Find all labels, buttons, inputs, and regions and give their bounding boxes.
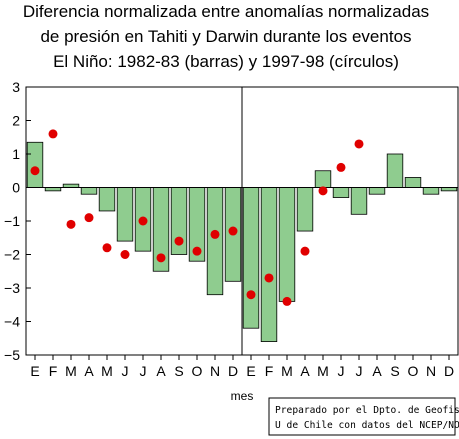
x-tick-label: A bbox=[372, 363, 382, 379]
title-line-3: El Niño: 1982-83 (barras) y 1997-98 (cír… bbox=[53, 52, 399, 71]
points-layer bbox=[30, 129, 364, 306]
point-1997-98-2 bbox=[66, 219, 76, 229]
point-1997-98-14 bbox=[282, 296, 292, 306]
x-tick-label: O bbox=[408, 363, 419, 379]
bar-1982-83-16 bbox=[314, 170, 332, 188]
credit-box-frame bbox=[268, 397, 456, 436]
bar-1982-83-13 bbox=[260, 187, 278, 343]
bar-1982-83-5 bbox=[116, 187, 134, 242]
point-1997-98-12 bbox=[246, 290, 256, 300]
y-tick-label: −1 bbox=[4, 213, 20, 229]
point-1997-98-7 bbox=[156, 253, 166, 263]
title-line-2: de presión en Tahiti y Darwin durante lo… bbox=[40, 27, 411, 46]
bar-1982-83-17 bbox=[332, 187, 350, 198]
x-tick-label: D bbox=[228, 363, 238, 379]
y-tick-label: 1 bbox=[12, 146, 20, 162]
y-axis-ticks: −5 −4 −3 −2 −1 0 1 2 3 bbox=[4, 79, 31, 363]
point-1997-98-15 bbox=[300, 246, 310, 256]
point-1997-98-8 bbox=[174, 236, 184, 246]
point-1997-98-18 bbox=[354, 139, 364, 149]
x-tick-label: O bbox=[192, 363, 203, 379]
point-1997-98-5 bbox=[120, 250, 130, 259]
x-tick-label: M bbox=[65, 363, 77, 379]
point-1997-98-16 bbox=[318, 186, 328, 196]
credit-box: Preparado por el Dpto. de Geofisica, U d… bbox=[268, 397, 459, 436]
credit-line-2: U de Chile con datos del NCEP/NOAA bbox=[275, 420, 459, 431]
x-tick-label: M bbox=[317, 363, 329, 379]
y-tick-label: −2 bbox=[4, 247, 20, 263]
bar-1982-83-23 bbox=[440, 187, 458, 192]
bar-1982-83-2 bbox=[62, 183, 80, 188]
point-1997-98-6 bbox=[138, 216, 148, 226]
y-tick-label: −3 bbox=[4, 280, 20, 296]
y-tick-label: 3 bbox=[12, 79, 20, 95]
bar-1982-83-18 bbox=[350, 187, 368, 215]
bar-1982-83-21 bbox=[404, 177, 422, 188]
point-1997-98-3 bbox=[84, 213, 94, 223]
x-tick-label: F bbox=[265, 363, 274, 379]
y-tick-label: 2 bbox=[12, 113, 20, 129]
point-1997-98-10 bbox=[210, 229, 220, 239]
bar-1982-83-3 bbox=[80, 187, 98, 195]
x-tick-label: J bbox=[338, 363, 345, 379]
x-tick-label: N bbox=[426, 363, 436, 379]
bar-1982-83-0 bbox=[26, 141, 44, 188]
bar-1982-83-20 bbox=[386, 153, 404, 188]
x-tick-label: J bbox=[356, 363, 363, 379]
point-1997-98-13 bbox=[264, 273, 274, 283]
y-tick-label: −4 bbox=[4, 314, 20, 330]
chart-title: Diferencia normalizada entre anomalías n… bbox=[23, 2, 429, 71]
x-tick-label: E bbox=[246, 363, 255, 379]
x-tick-label: S bbox=[390, 363, 399, 379]
point-1997-98-17 bbox=[336, 162, 346, 172]
title-line-1: Diferencia normalizada entre anomalías n… bbox=[23, 2, 429, 21]
bar-1982-83-22 bbox=[422, 187, 440, 195]
bar-1982-83-10 bbox=[206, 187, 224, 296]
point-1997-98-4 bbox=[102, 243, 112, 253]
credit-line-1: Preparado por el Dpto. de Geofisica, bbox=[275, 405, 459, 416]
bar-1982-83-4 bbox=[98, 187, 116, 212]
point-1997-98-11 bbox=[228, 226, 238, 236]
bar-1982-83-19 bbox=[368, 187, 386, 195]
x-tick-label: J bbox=[122, 363, 129, 379]
x-tick-label: D bbox=[444, 363, 454, 379]
y-tick-label: −5 bbox=[4, 347, 20, 363]
x-tick-label: F bbox=[49, 363, 58, 379]
x-axis-label: mes bbox=[231, 389, 254, 403]
x-tick-label: J bbox=[140, 363, 147, 379]
point-1997-98-9 bbox=[192, 246, 202, 256]
x-tick-label: M bbox=[281, 363, 293, 379]
x-tick-label: A bbox=[300, 363, 310, 379]
point-1997-98-1 bbox=[48, 129, 58, 139]
x-tick-label: S bbox=[174, 363, 183, 379]
x-tick-label: A bbox=[84, 363, 94, 379]
x-tick-label: E bbox=[30, 363, 39, 379]
y-tick-label: 0 bbox=[12, 180, 20, 196]
bar-1982-83-1 bbox=[44, 187, 62, 192]
x-tick-label: M bbox=[101, 363, 113, 379]
bar-1982-83-12 bbox=[242, 187, 260, 329]
x-tick-label: A bbox=[156, 363, 166, 379]
bar-1982-83-15 bbox=[296, 187, 314, 232]
x-tick-label: N bbox=[210, 363, 220, 379]
bar-1982-83-14 bbox=[278, 187, 296, 302]
point-1997-98-0 bbox=[30, 166, 40, 176]
